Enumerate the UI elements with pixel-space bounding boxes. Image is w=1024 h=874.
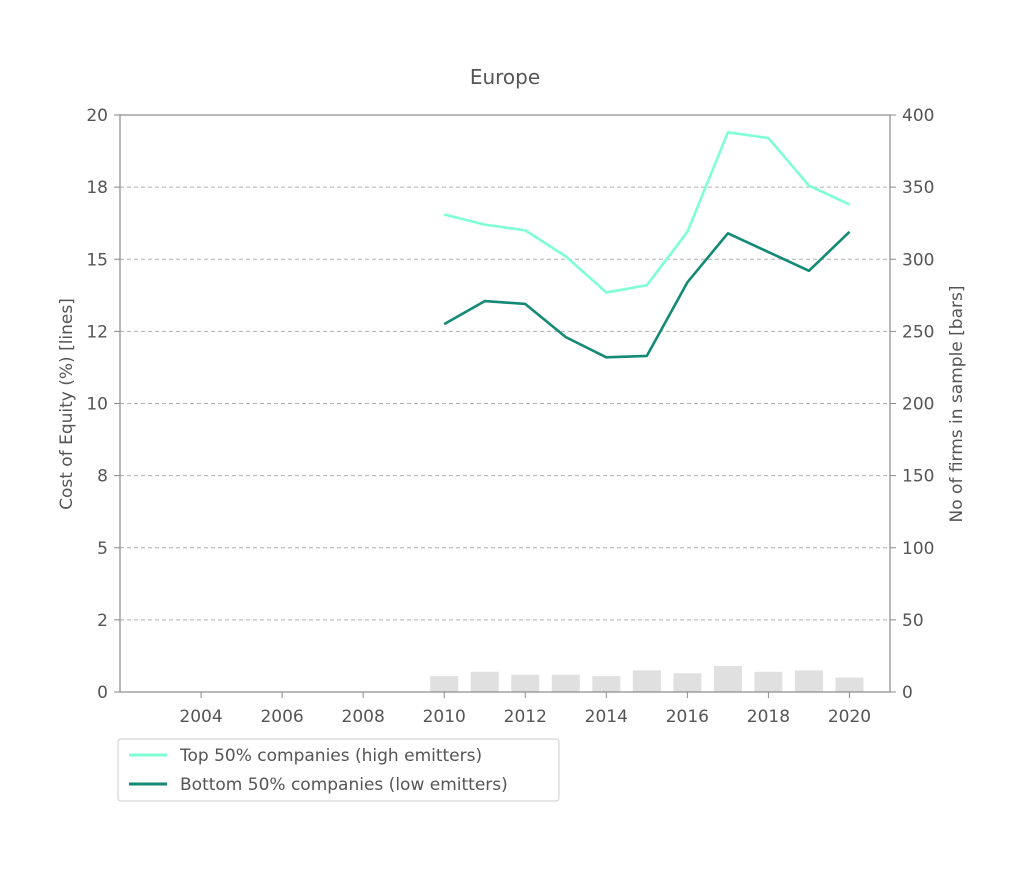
y-axis-right-ticks: 0 50 100 150 200 250 300 350 400 [890, 106, 934, 703]
x-tick-label: 2014 [585, 707, 628, 727]
y-tick-label: 8 [97, 467, 108, 487]
x-tick-label: 2012 [504, 707, 547, 727]
gridlines [120, 186, 890, 621]
x-tick-label: 2008 [342, 707, 385, 727]
x-tick-label: 2010 [423, 707, 466, 727]
firm-count-bar [713, 666, 742, 692]
firm-count-bar [754, 671, 783, 692]
firm-count-bar [551, 674, 580, 692]
y2-tick-label: 350 [902, 178, 934, 198]
y-axis-left-label: Cost of Equity (%) [lines] [57, 298, 77, 510]
y2-tick-label: 300 [902, 250, 934, 270]
y2-tick-label: 150 [902, 467, 934, 487]
y-tick-label: 5 [97, 539, 108, 559]
lines-layer [443, 131, 851, 359]
series-line-low-emitters [443, 230, 851, 359]
y-tick-label: 2 [97, 611, 108, 631]
y2-tick-label: 400 [902, 106, 934, 126]
firm-count-bar [430, 676, 459, 692]
x-tick-label: 2006 [260, 707, 303, 727]
legend-label-low-emitters: Bottom 50% companies (low emitters) [180, 775, 508, 795]
y-tick-label: 20 [86, 106, 108, 126]
y-tick-label: 18 [86, 178, 108, 198]
x-tick-label: 2016 [666, 707, 709, 727]
firm-count-bar [511, 674, 540, 692]
y2-tick-label: 50 [902, 611, 924, 631]
legend-label-high-emitters: Top 50% companies (high emitters) [179, 746, 482, 766]
firm-count-bar [835, 677, 864, 692]
y-tick-label: 10 [86, 395, 108, 415]
y-axis-right-label: No of firms in sample [bars] [947, 286, 967, 523]
firm-count-bar [673, 673, 702, 692]
y-tick-label: 0 [97, 683, 108, 703]
y2-tick-label: 250 [902, 322, 934, 342]
firm-count-bar [470, 671, 499, 692]
y-tick-label: 15 [86, 250, 108, 270]
x-tick-label: 2018 [747, 707, 790, 727]
firm-count-bar [794, 670, 823, 692]
y2-tick-label: 200 [902, 395, 934, 415]
bars-layer [430, 666, 864, 692]
series-line-high-emitters [443, 131, 851, 294]
legend-box [117, 738, 560, 802]
x-axis-ticks: 2004 2006 2008 2010 2012 2014 2016 2018 2020 [179, 692, 871, 727]
firm-count-bar [592, 676, 621, 692]
x-tick-label: 2004 [179, 707, 222, 727]
y2-tick-label: 0 [902, 683, 913, 703]
chart-title: Europe [470, 65, 540, 89]
y-axis-left-ticks: 0 2 5 8 10 12 15 18 20 [86, 106, 120, 703]
x-tick-label: 2020 [828, 707, 871, 727]
y-tick-label: 12 [86, 322, 108, 342]
legend: Top 50% companies (high emitters) Bottom… [117, 738, 560, 802]
firm-count-bar [632, 670, 661, 692]
y2-tick-label: 100 [902, 539, 934, 559]
